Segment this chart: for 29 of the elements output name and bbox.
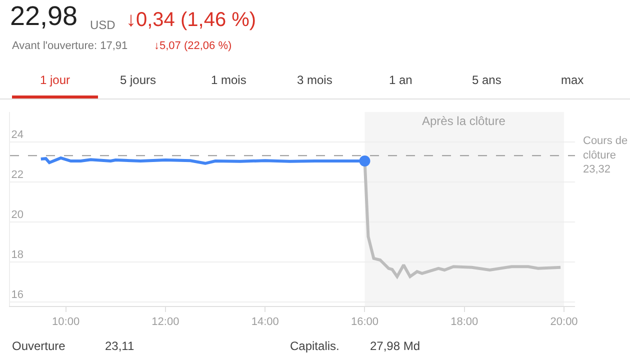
text: USD [90, 18, 116, 32]
text: 5 jours [120, 73, 156, 87]
text: ↓5,07 (22,06 %) [154, 40, 232, 52]
text: Ouverture [12, 339, 66, 353]
y-tick-label: 22 [11, 169, 24, 182]
y-tick-label: 20 [11, 209, 24, 222]
text: max [561, 73, 584, 87]
x-tick-label: 10:00 [52, 316, 80, 328]
ref-line-label: Cours de clôture 23,32 [583, 135, 628, 176]
y-tick-label: 18 [11, 249, 24, 262]
text: Avant l'ouverture: 17,91 [12, 40, 128, 52]
x-tick-label: 12:00 [152, 316, 180, 328]
x-tick-label: 16:00 [350, 316, 379, 328]
y-tick-label: 24 [11, 129, 24, 142]
text: 23,11 [105, 339, 134, 353]
chart-title: 22,98 [10, 0, 78, 31]
x-tick-label: 18:00 [450, 316, 478, 328]
x-tick-label: 14:00 [251, 316, 279, 328]
band-label: Après la clôture [422, 114, 506, 128]
text: 1 jour [40, 73, 70, 87]
y-tick-label: 16 [11, 289, 24, 302]
text: Capitalis. [290, 339, 340, 353]
text: 1 mois [211, 73, 246, 87]
text: 3 mois [297, 73, 332, 87]
text: 27,98 Md [370, 339, 420, 353]
text: 5 ans [472, 73, 502, 87]
text: 1 an [389, 73, 412, 87]
text: ↓0,34 (1,46 %) [126, 9, 256, 31]
x-tick-label: 20:00 [550, 316, 578, 328]
